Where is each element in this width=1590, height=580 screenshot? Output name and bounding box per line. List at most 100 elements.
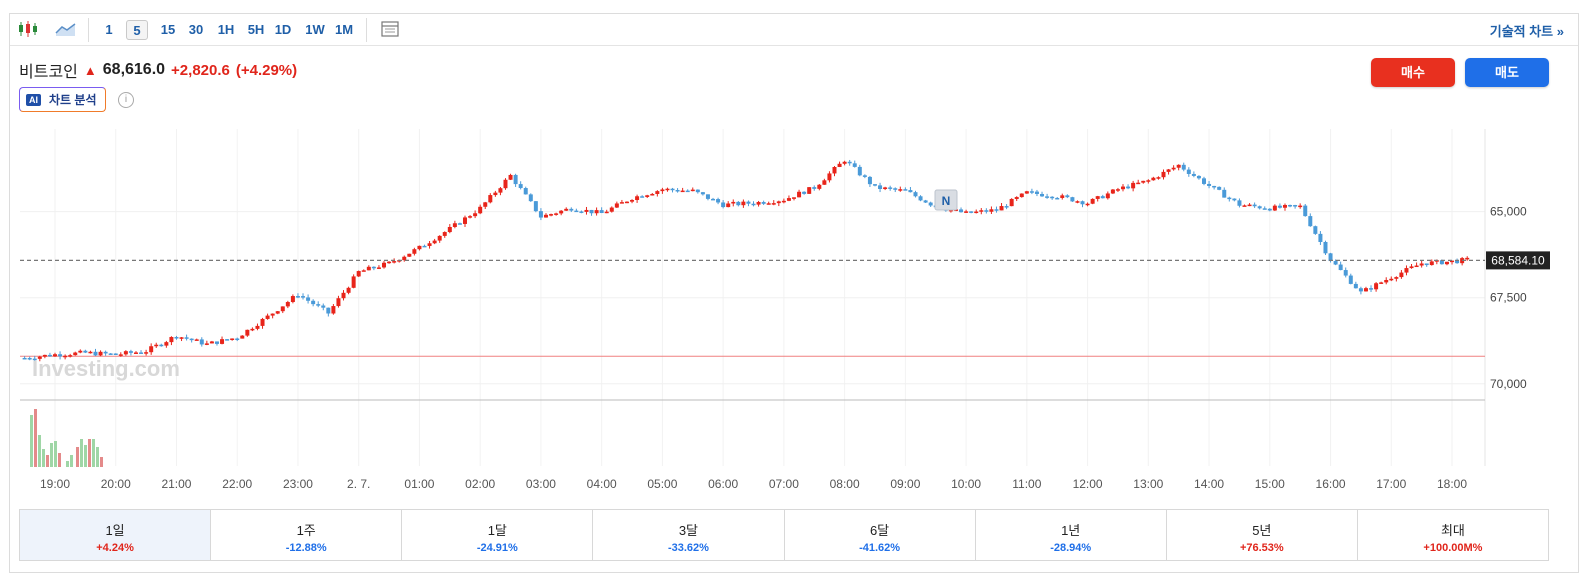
volume-bar [100,457,103,467]
y-tick-label: 67,500 [1490,291,1527,305]
chart-toolbar: 1 5 15 30 1H 5H 1D 1W 1M 기술적 차트 » [10,14,1578,46]
candle [1353,283,1358,289]
candle [1262,208,1267,210]
x-tick-label: 17:00 [1376,477,1406,491]
candle [645,195,650,197]
period-tab-6[interactable]: 5년 +76.53% [1167,510,1358,560]
watermark: Investing.com [32,356,180,381]
candle [412,249,417,254]
buy-button[interactable]: 매수 [1371,58,1455,87]
candle [452,223,457,227]
period-tab-5[interactable]: 1년 -28.94% [976,510,1167,560]
candle [1136,182,1141,185]
layout-icon[interactable] [378,18,402,40]
candle [1014,197,1019,199]
candle [214,341,219,344]
candle [523,188,528,195]
candle [797,191,802,198]
candle [427,243,432,246]
candle [407,253,412,257]
candle [549,214,554,216]
candle [1242,205,1247,207]
candle [275,311,280,314]
candle [1450,260,1455,263]
x-tick-label: 13:00 [1133,477,1163,491]
period-label: 최대 [1440,523,1465,538]
candle [68,355,73,357]
candle [812,187,817,189]
ai-chart-analysis-button[interactable]: AI 차트 분석 [19,87,106,112]
period-tab-7[interactable]: 최대 +100.00M% [1358,510,1548,560]
candle [1424,263,1429,266]
volume-bar [70,455,73,467]
timeframe-30[interactable]: 30 [188,22,204,37]
x-tick-label: 08:00 [830,477,860,491]
timeframe-5h[interactable]: 5H [247,22,265,37]
candle [1227,197,1232,200]
news-marker[interactable] [934,189,958,211]
technical-chart-link[interactable]: 기술적 차트 » [1489,24,1564,39]
candle [483,202,488,207]
x-tick-label: 01:00 [404,477,434,491]
candle [1146,180,1151,182]
candle [371,266,376,269]
candle [1277,205,1282,208]
candle [569,208,574,211]
candle [680,190,685,193]
candle [1232,198,1237,201]
candle [341,292,346,299]
x-tick-label: 15:00 [1255,477,1285,491]
timeframe-1h[interactable]: 1H [217,22,235,37]
timeframe-15[interactable]: 15 [160,22,176,37]
up-arrow-icon: ▲ [83,62,97,78]
candle [93,351,98,356]
sell-button[interactable]: 매도 [1465,58,1549,87]
period-tab-1[interactable]: 1주 -12.88% [211,510,403,560]
period-tab-2[interactable]: 1달 -24.91% [402,510,594,560]
candle [1024,191,1029,194]
info-icon[interactable]: i [118,92,134,108]
candle [624,201,629,204]
candle [508,174,513,180]
candle [1045,196,1050,198]
candle [128,351,133,353]
period-tab-4[interactable]: 6달 -41.62% [785,510,976,560]
candle [230,338,235,341]
x-tick-label: 05:00 [647,477,677,491]
volume-bar [42,449,45,467]
candle [579,211,584,213]
candle [392,261,397,263]
candle [306,297,311,301]
timeframe-1[interactable]: 1 [105,22,113,37]
news-marker-label: N [942,194,951,208]
price-chart[interactable]: 19:00 20:00 21:00 22:00 23:00 2. 7. 01:00 02:00… [10,14,1580,494]
period-tab-0[interactable]: 1일 +4.24% [20,510,212,560]
candle [270,313,275,316]
candle [867,176,872,185]
period-tab-3[interactable]: 3달 -33.62% [593,510,785,560]
candle [883,187,888,189]
candle [716,199,721,203]
candle [538,211,543,218]
candle [700,192,705,195]
candle [488,195,493,203]
area-chart-icon[interactable] [54,18,78,40]
y-tick-label: 65,000 [1490,205,1527,219]
current-price-tag [1486,251,1550,270]
candle [220,339,225,344]
candlestick-icon[interactable] [16,18,40,40]
candle [503,179,508,189]
candle [194,339,199,341]
candle [766,203,771,205]
timeframe-1d[interactable]: 1D [274,22,292,37]
timeframe-1w[interactable]: 1W [305,22,325,37]
candle [913,192,918,197]
candle [827,173,832,181]
candle [1131,182,1136,189]
candle [280,306,285,312]
timeframe-1m[interactable]: 1M [334,22,354,37]
x-tick-label: 23:00 [283,477,313,491]
period-label: 1일 [105,523,125,538]
x-tick-label: 06:00 [708,477,738,491]
timeframe-5[interactable]: 5 [126,20,148,40]
